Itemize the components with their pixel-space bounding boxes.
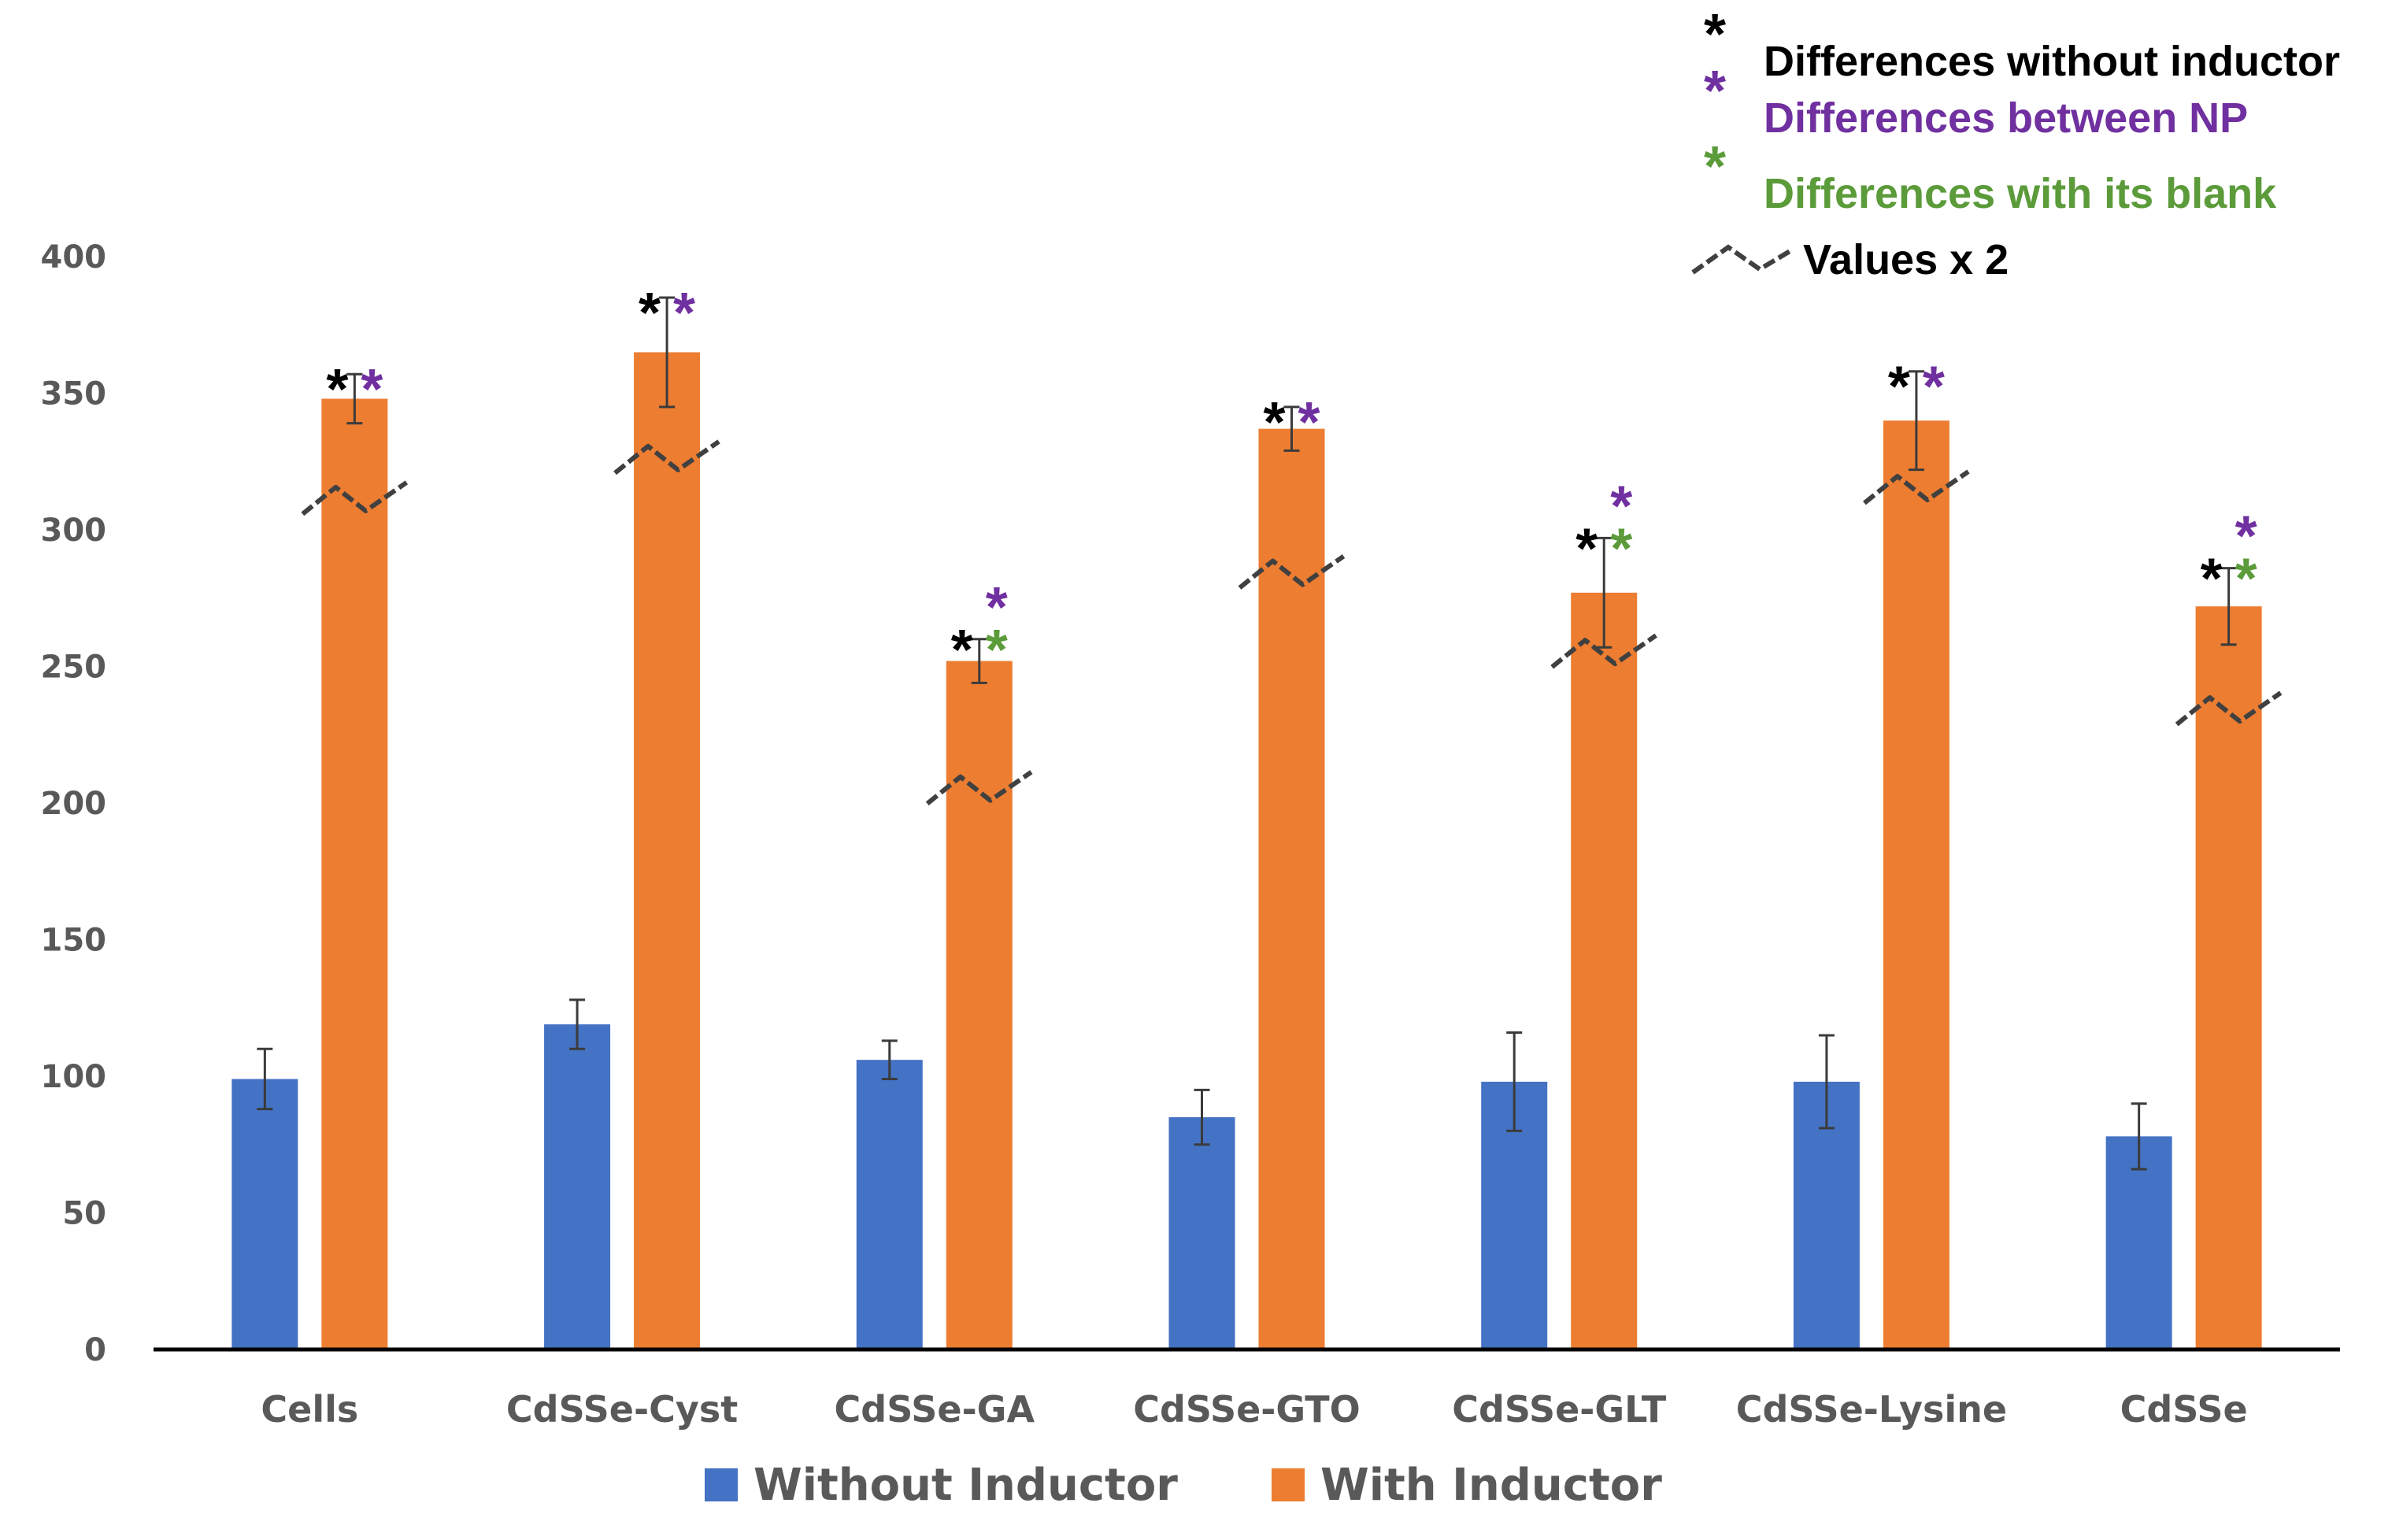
star-purple: * — [1610, 475, 1632, 538]
star-purple: * — [1923, 356, 1945, 419]
bar-without-inductor — [1168, 1117, 1235, 1349]
note-star: * — [1704, 135, 1726, 198]
star-black: * — [639, 282, 661, 345]
star-green: * — [1610, 517, 1632, 580]
star-black: * — [1575, 517, 1598, 580]
bar-with-inductor — [2195, 606, 2262, 1349]
star-black: * — [326, 358, 348, 421]
bar-with-inductor — [1883, 420, 1949, 1350]
x-category-label: CdSSe-GLT — [1452, 1388, 1667, 1431]
significance-stars: * ** ** *** ** *** ** ** — [326, 282, 2257, 682]
x-category-label: CdSSe-Lysine — [1736, 1388, 2007, 1431]
note-label: Differences with its blank — [1764, 170, 2277, 217]
x-category-label: CdSSe-GA — [835, 1388, 1035, 1431]
y-tick-label: 150 — [41, 923, 107, 959]
bar-without-inductor — [231, 1079, 298, 1349]
break-mark — [2175, 690, 2283, 727]
break-marks — [301, 439, 2283, 805]
star-purple: * — [2235, 505, 2257, 568]
x-category-label: CdSSe-GTO — [1133, 1388, 1361, 1431]
y-tick-label: 100 — [41, 1059, 107, 1095]
star-black: * — [1263, 391, 1285, 454]
y-tick-label: 350 — [41, 376, 107, 413]
star-purple: * — [673, 282, 695, 345]
break-mark — [301, 480, 409, 516]
star-black: * — [951, 619, 973, 682]
note-label: Differences between NP — [1764, 94, 2248, 142]
y-tick-label: 50 — [62, 1196, 106, 1232]
x-category-label: Cells — [261, 1388, 358, 1431]
annotation-notes: * Differences without inductor * Difference… — [1691, 3, 2340, 283]
star-black: * — [2201, 548, 2223, 611]
y-tick-label: 250 — [41, 650, 107, 686]
legend-swatch-without-inductor — [705, 1468, 738, 1501]
y-tick-label: 200 — [41, 786, 107, 822]
y-tick-label: 400 — [41, 239, 107, 276]
bar-without-inductor — [856, 1060, 923, 1349]
note-star: * — [1704, 60, 1726, 123]
x-category-label: CdSSe — [2120, 1388, 2248, 1431]
star-purple: * — [361, 358, 383, 421]
star-green: * — [986, 619, 1008, 682]
break-mark — [1238, 554, 1346, 590]
break-mark — [613, 439, 720, 476]
note-star: * — [1704, 3, 1726, 66]
legend-label: With Inductor — [1320, 1460, 1662, 1511]
bar-with-inductor — [1571, 592, 1638, 1349]
star-green: * — [2235, 548, 2257, 611]
x-axis-category-labels: Cells CdSSe-Cyst CdSSe-GA CdSSe-GTO CdSSe-GL… — [261, 1388, 2247, 1431]
bar-with-inductor — [321, 398, 388, 1350]
y-tick-label: 300 — [41, 513, 107, 549]
bar-with-inductor — [634, 352, 701, 1350]
break-mark — [925, 770, 1033, 805]
bar-without-inductor — [2105, 1136, 2172, 1349]
star-purple: * — [986, 576, 1008, 639]
break-mark — [1550, 633, 1657, 669]
y-axis-ticks: 0 50 100 150 200 250 300 350 400 — [41, 239, 107, 1368]
star-purple: * — [1298, 391, 1320, 454]
bar-without-inductor — [544, 1024, 611, 1349]
note-label: Values x 2 — [1803, 236, 2009, 283]
legend-label: Without Inductor — [753, 1460, 1178, 1511]
bar-with-inductor — [946, 661, 1013, 1349]
y-tick-label: 0 — [84, 1332, 106, 1368]
legend-swatch-with-inductor — [1272, 1468, 1305, 1501]
error-bars — [257, 296, 2237, 1171]
bars — [231, 352, 2262, 1350]
break-mark — [1863, 469, 1970, 505]
star-black: * — [1888, 356, 1910, 419]
note-label: Differences without inductor — [1764, 38, 2340, 85]
x-category-label: CdSSe-Cyst — [506, 1388, 738, 1431]
break-mark-icon — [1691, 244, 1793, 275]
bar-with-inductor — [1258, 428, 1325, 1349]
legend: Without Inductor With Inductor — [705, 1460, 1662, 1511]
